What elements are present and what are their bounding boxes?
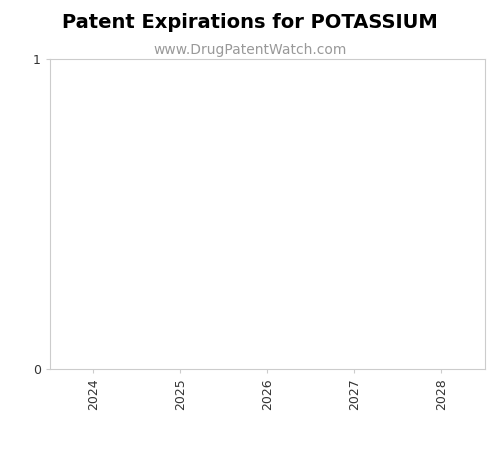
Text: www.DrugPatentWatch.com: www.DrugPatentWatch.com xyxy=(154,43,346,57)
Text: Patent Expirations for POTASSIUM: Patent Expirations for POTASSIUM xyxy=(62,14,438,32)
